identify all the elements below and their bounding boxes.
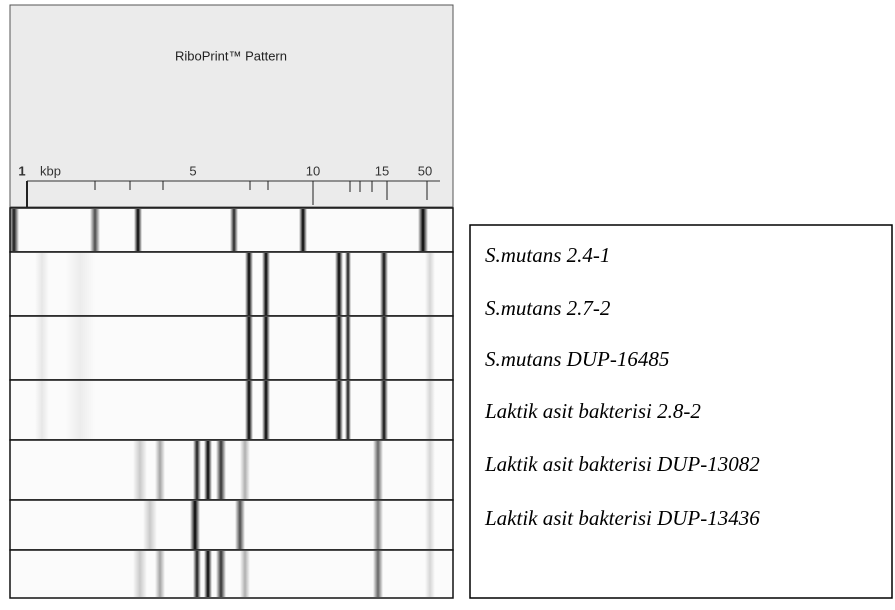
band bbox=[240, 551, 250, 597]
band bbox=[380, 381, 388, 439]
scale-label: 1 bbox=[18, 163, 25, 178]
figure: RiboPrint™ Pattern 1 kbp 5 10 15 50 S.mu… bbox=[0, 0, 895, 605]
band bbox=[380, 253, 388, 315]
band bbox=[425, 501, 435, 549]
band bbox=[245, 253, 253, 315]
band bbox=[425, 551, 435, 597]
band bbox=[143, 501, 157, 549]
band bbox=[230, 209, 238, 251]
band bbox=[373, 501, 383, 549]
scale-label: 50 bbox=[418, 163, 432, 178]
band bbox=[155, 551, 165, 597]
band bbox=[65, 381, 95, 439]
page: {"header": {"title": "RiboPrint™ Pattern… bbox=[0, 0, 895, 605]
band bbox=[262, 317, 270, 379]
band bbox=[380, 317, 388, 379]
band bbox=[65, 253, 95, 315]
band bbox=[193, 441, 201, 499]
pattern-title: RiboPrint™ Pattern bbox=[175, 48, 287, 63]
band bbox=[425, 253, 435, 315]
legend-item: S.mutans 2.4-1 bbox=[485, 243, 610, 267]
band bbox=[216, 551, 226, 597]
band bbox=[245, 317, 253, 379]
legend-item: Laktik asit bakterisi DUP-13082 bbox=[484, 452, 760, 476]
band bbox=[35, 317, 49, 379]
band bbox=[216, 441, 226, 499]
band bbox=[345, 381, 351, 439]
band bbox=[204, 441, 212, 499]
scale-label: 5 bbox=[189, 163, 196, 178]
band bbox=[335, 253, 343, 315]
band bbox=[245, 381, 253, 439]
band bbox=[9, 209, 19, 251]
band bbox=[262, 253, 270, 315]
band bbox=[373, 441, 383, 499]
band bbox=[65, 317, 95, 379]
band bbox=[345, 317, 351, 379]
band bbox=[35, 253, 49, 315]
band bbox=[193, 551, 201, 597]
band bbox=[335, 381, 343, 439]
band bbox=[299, 209, 307, 251]
band bbox=[133, 441, 147, 499]
band bbox=[373, 551, 383, 597]
band bbox=[35, 381, 49, 439]
scale-label: kbp bbox=[40, 163, 61, 178]
band bbox=[418, 209, 428, 251]
band bbox=[134, 209, 142, 251]
lane bbox=[10, 550, 453, 598]
band bbox=[90, 209, 100, 251]
legend-item: Laktik asit bakterisi DUP-13436 bbox=[484, 506, 760, 530]
legend-item: S.mutans DUP-16485 bbox=[485, 347, 669, 371]
band bbox=[190, 501, 200, 549]
scale-label: 10 bbox=[306, 163, 320, 178]
legend-item: Laktik asit bakterisi 2.8-2 bbox=[484, 399, 701, 423]
band bbox=[235, 501, 245, 549]
scale-label: 15 bbox=[375, 163, 389, 178]
band bbox=[425, 441, 435, 499]
band bbox=[204, 551, 212, 597]
band bbox=[133, 551, 147, 597]
lane bbox=[10, 500, 453, 550]
band bbox=[262, 381, 270, 439]
band bbox=[345, 253, 351, 315]
lane bbox=[10, 440, 453, 500]
band bbox=[425, 317, 435, 379]
band bbox=[240, 441, 250, 499]
band-rows bbox=[9, 208, 453, 598]
band bbox=[335, 317, 343, 379]
band bbox=[155, 441, 165, 499]
legend-item: S.mutans 2.7-2 bbox=[485, 296, 611, 320]
band bbox=[425, 381, 435, 439]
